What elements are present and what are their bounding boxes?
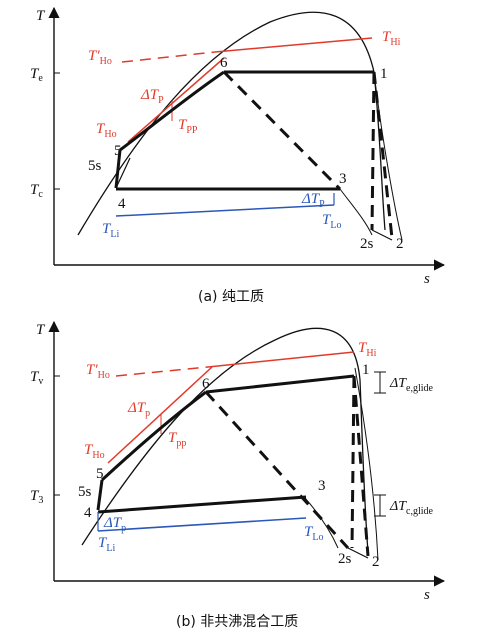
panel-b: T s Tv T3 1 2 2s 3 4 5 xyxy=(30,320,446,630)
tho-prime-label-b: T′Ho xyxy=(86,362,110,381)
panel-a: T s Te Tc 1 2 2s 3 4 5 xyxy=(30,6,446,305)
dtp2-label-b: ΔTp xyxy=(103,515,126,534)
caption-b: (b) 非共沸混合工质 xyxy=(176,614,298,630)
tpp-label-b: Tpp xyxy=(168,430,186,449)
caption-a: (a) 纯工质 xyxy=(198,289,264,305)
pt-5-a: 5 xyxy=(114,143,122,159)
tlo-label-a: TLo xyxy=(322,212,341,231)
pt-6-a: 6 xyxy=(220,55,228,71)
tho-label-a: THo xyxy=(96,121,117,140)
axis-s-label-a: s xyxy=(424,271,430,287)
cond-line-b xyxy=(97,495,307,514)
dtp-label-a: ΔTP xyxy=(140,87,164,106)
hot-stream-lower-a xyxy=(127,57,225,143)
turbine-real-a xyxy=(372,71,394,239)
glide-e-label: ΔTe,glide xyxy=(389,376,434,394)
pt-5-b: 5 xyxy=(96,466,104,482)
axis-t-label-a: T xyxy=(36,8,46,24)
te-label: Te xyxy=(30,66,43,84)
axis-s-label-b: s xyxy=(424,587,430,603)
expansion-dashed-b xyxy=(204,390,350,550)
dtp2-label-a: ΔTP xyxy=(301,191,325,210)
tc-label: Tc xyxy=(30,182,43,200)
cold-stream-a xyxy=(115,204,335,217)
tho-label-b: THo xyxy=(84,442,105,461)
turbine-real-b xyxy=(352,375,370,557)
hot-stream-dashed-b xyxy=(115,366,209,377)
pt-4-a: 4 xyxy=(118,196,126,212)
evap-line-b xyxy=(205,374,355,394)
hot-stream-dashed-a xyxy=(121,51,216,63)
t3-label: T3 xyxy=(30,488,43,506)
pt-5s-b: 5s xyxy=(78,484,92,500)
thi-label-b: THi xyxy=(358,340,377,359)
saturation-dome-b xyxy=(81,327,369,553)
tlo-label-b: TLo xyxy=(304,524,323,543)
pt-2s-a: 2s xyxy=(360,236,374,252)
superheat-a xyxy=(119,70,225,152)
pt-1-a: 1 xyxy=(380,66,388,82)
expansion-dashed-a xyxy=(222,70,342,191)
pump-b xyxy=(96,479,104,511)
hot-stream-lower-b xyxy=(107,366,213,464)
pt-2-a: 2 xyxy=(396,236,404,252)
pt-3-b: 3 xyxy=(318,478,326,494)
hot-stream-b xyxy=(207,351,355,368)
tv-label: Tv xyxy=(30,369,43,387)
dtp-label-b: ΔTp xyxy=(127,400,150,419)
tli-label-b: TLi xyxy=(98,535,115,554)
tli-label-a: TLi xyxy=(102,221,119,240)
tho-prime-label-a: T′Ho xyxy=(88,48,112,67)
axis-t-label-b: T xyxy=(36,322,46,338)
pt-2-b: 2 xyxy=(372,554,380,570)
hot-stream-a xyxy=(214,37,373,53)
thi-label-a: THi xyxy=(382,29,401,48)
glide-c-label: ΔTc,glide xyxy=(389,499,434,517)
pump-a xyxy=(114,149,122,189)
pt-4-b: 4 xyxy=(84,505,92,521)
turbine-ideal-a xyxy=(370,71,376,231)
superheat-b xyxy=(100,390,207,482)
turbine-ideal-b xyxy=(350,375,356,549)
tpp-label-a: TPP xyxy=(178,117,198,136)
pt-3-a: 3 xyxy=(339,171,347,187)
cold-stream-b xyxy=(97,517,307,532)
pt-5s-a: 5s xyxy=(88,158,102,174)
pt-2s-b: 2s xyxy=(338,551,352,567)
pt-1-b: 1 xyxy=(362,362,370,378)
pt-6-b: 6 xyxy=(202,376,210,392)
